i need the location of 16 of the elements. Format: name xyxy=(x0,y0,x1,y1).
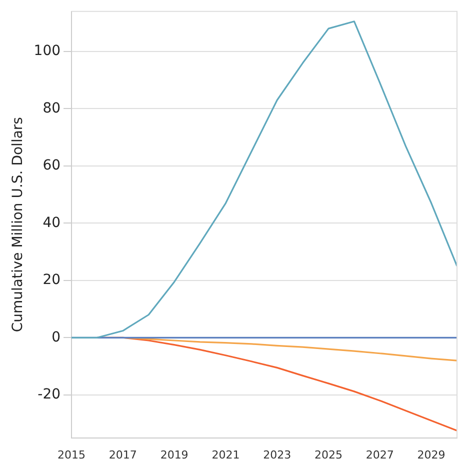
y-tick-label: 20 xyxy=(42,272,61,288)
x-tick-label: 2019 xyxy=(160,448,188,462)
y-tick-label: 100 xyxy=(34,43,61,60)
y-tick-label: 0 xyxy=(52,329,61,346)
y-tick-label: -20 xyxy=(38,386,61,403)
x-tick-label: 2021 xyxy=(212,448,240,462)
y-tick-label: 40 xyxy=(42,214,61,231)
x-tick-label: 2023 xyxy=(263,448,292,462)
x-tick-label: 2025 xyxy=(314,448,343,462)
y-axis-title: Cumulative Million U.S. Dollars xyxy=(10,117,26,332)
x-tick-label: 2029 xyxy=(417,448,446,462)
x-tick-label: 2015 xyxy=(58,448,86,462)
y-tick-label: 60 xyxy=(42,158,61,174)
x-tick-label: 2017 xyxy=(108,448,137,462)
x-tick-label: 2027 xyxy=(366,448,394,462)
y-tick-label: 80 xyxy=(42,100,61,116)
